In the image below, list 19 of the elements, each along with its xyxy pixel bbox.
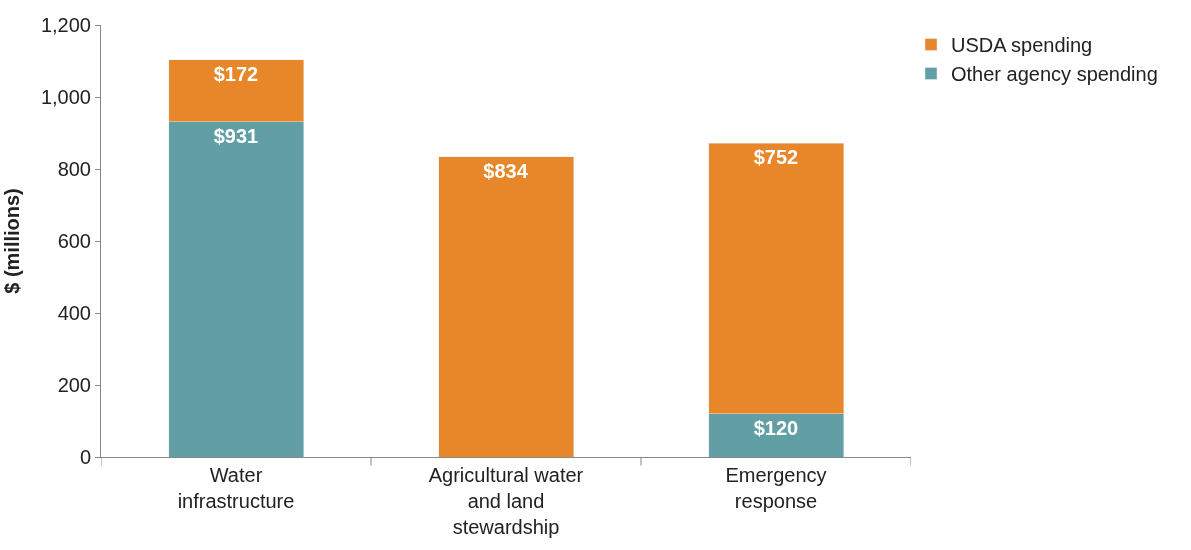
data-label: $120 [753, 416, 799, 439]
x-tick-label: Agricultural water and land stewardship [428, 464, 584, 538]
y-tick-label: 1,200 [40, 14, 91, 36]
y-tick-label: 600 [57, 230, 91, 252]
y-tick-label: 800 [57, 158, 91, 180]
x-tick-label: Water infrastructure [177, 464, 295, 512]
data-label: $752 [753, 146, 799, 169]
legend-label: USDA spending [951, 34, 1093, 57]
data-label: $931 [213, 124, 259, 147]
y-axis-title: $ (millions) [1, 188, 24, 294]
data-label: $172 [213, 62, 259, 85]
legend-label: Other agency spending [951, 63, 1158, 86]
bar [438, 156, 574, 457]
data-label: $834 [483, 159, 529, 182]
y-tick-label: 0 [79, 446, 91, 468]
x-tick-label: Emergency response [725, 464, 827, 512]
y-tick-label: 400 [57, 302, 91, 324]
y-tick-label: 1,000 [40, 86, 91, 108]
y-tick-label: 200 [57, 374, 91, 396]
